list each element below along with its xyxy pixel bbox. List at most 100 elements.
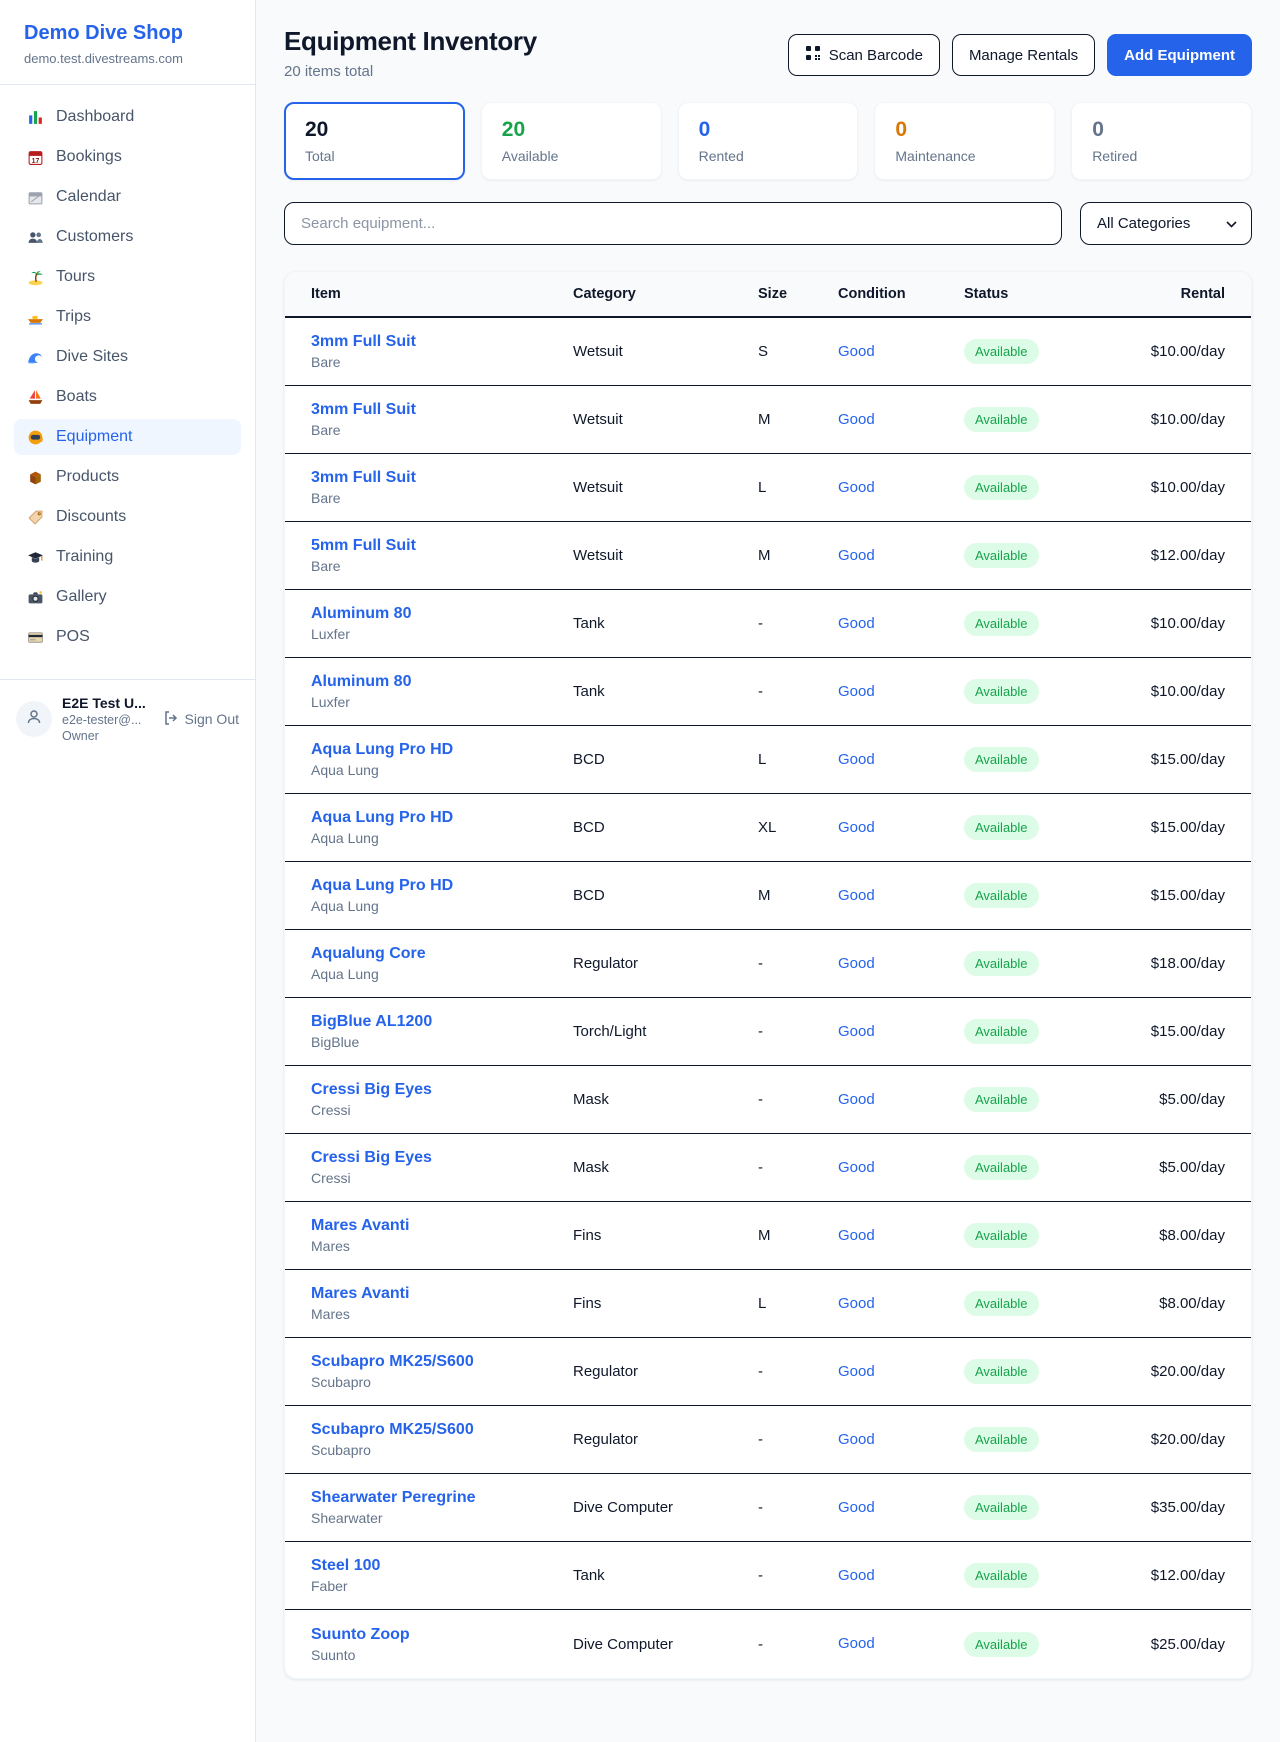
item-name-link[interactable]: 3mm Full Suit <box>311 469 416 486</box>
sidebar-item-dive-sites[interactable]: Dive Sites <box>14 339 241 375</box>
item-name-link[interactable]: Suunto Zoop <box>311 1625 410 1643</box>
condition-link[interactable]: Good <box>838 1090 875 1108</box>
item-size: XL <box>758 819 777 836</box>
condition-link[interactable]: Good <box>838 1022 875 1040</box>
sidebar-item-calendar[interactable]: Calendar <box>14 179 241 215</box>
item-name-link[interactable]: Shearwater Peregrine <box>311 1489 476 1506</box>
sign-out-label[interactable]: Sign Out <box>184 711 239 728</box>
sidebar-item-discounts[interactable]: Discounts <box>14 499 241 535</box>
page-heading: Equipment Inventory 20 items total <box>284 26 537 80</box>
item-name-link[interactable]: Cressi Big Eyes <box>311 1149 432 1166</box>
sidebar-item-trips[interactable]: Trips <box>14 299 241 335</box>
condition-link[interactable]: Good <box>838 478 875 496</box>
add-equipment-label: Add Equipment <box>1124 46 1235 64</box>
status-badge: Available <box>964 1019 1039 1044</box>
item-name-link[interactable]: 5mm Full Suit <box>311 537 416 554</box>
status-badge: Available <box>964 339 1039 364</box>
item-brand: Bare <box>311 558 341 574</box>
category-select[interactable]: All Categories <box>1080 202 1252 245</box>
item-category: Wetsuit <box>573 343 623 360</box>
item-category: Tank <box>573 683 605 700</box>
sign-out-button[interactable]: Sign Out <box>163 710 239 729</box>
item-name-link[interactable]: Aqualung Core <box>311 945 426 962</box>
item-cell: Aqua Lung Pro HD Aqua Lung <box>311 809 573 846</box>
header-actions: Scan Barcode Manage Rentals Add Equipmen… <box>787 26 1252 76</box>
item-name-link[interactable]: Scubapro MK25/S600 <box>311 1353 474 1370</box>
item-brand: Aqua Lung <box>311 830 379 846</box>
item-name-link[interactable]: Scubapro MK25/S600 <box>311 1421 474 1438</box>
condition-link[interactable]: Good <box>838 1430 875 1448</box>
table-row: Aqualung Core Aqua Lung Regulator - Good… <box>285 930 1251 998</box>
sidebar-item-gallery[interactable]: Gallery <box>14 579 241 615</box>
category-select-value: All Categories <box>1097 215 1191 232</box>
condition-link[interactable]: Good <box>838 750 875 768</box>
search-input[interactable] <box>284 202 1062 245</box>
item-name-link[interactable]: Aqua Lung Pro HD <box>311 741 454 758</box>
item-name-link[interactable]: Steel 100 <box>311 1557 381 1574</box>
scan-barcode-label: Scan Barcode <box>828 46 923 64</box>
item-name-link[interactable]: Aluminum 80 <box>311 605 412 622</box>
item-brand: Bare <box>311 354 341 370</box>
sign-out-icon <box>163 710 179 729</box>
table-header-row: Item Category Size Condition Status Rent… <box>285 272 1251 318</box>
item-cell: Cressi Big Eyes Cressi <box>311 1149 573 1186</box>
table-row: Mares Avanti Mares Fins M Good Available… <box>285 1202 1251 1270</box>
sidebar-item-bookings[interactable]: 17 Bookings <box>14 139 241 175</box>
condition-link[interactable]: Good <box>838 1362 875 1380</box>
condition-link[interactable]: Good <box>838 1158 875 1176</box>
item-rental-rate: $12.00/day <box>1150 547 1225 564</box>
table-row: Shearwater Peregrine Shearwater Dive Com… <box>285 1474 1251 1542</box>
chevron-down-icon <box>1226 215 1237 232</box>
condition-link[interactable]: Good <box>838 1498 875 1516</box>
condition-link[interactable]: Good <box>838 818 875 836</box>
condition-link[interactable]: Good <box>838 954 875 972</box>
item-name-link[interactable]: 3mm Full Suit <box>311 333 416 350</box>
item-category: Fins <box>573 1295 602 1312</box>
sidebar-item-equipment[interactable]: Equipment <box>14 419 241 455</box>
filters-row: All Categories <box>284 202 1252 245</box>
item-name-link[interactable]: BigBlue AL1200 <box>311 1013 433 1030</box>
sidebar-item-customers[interactable]: Customers <box>14 219 241 255</box>
condition-link[interactable]: Good <box>838 682 875 700</box>
condition-link[interactable]: Good <box>838 1566 875 1584</box>
item-size: - <box>758 683 763 700</box>
stat-card-rented[interactable]: 0 Rented <box>677 102 859 180</box>
manage-rentals-button[interactable]: Manage Rentals <box>951 34 1096 76</box>
sidebar-item-training[interactable]: Training <box>14 539 241 575</box>
stat-card-total[interactable]: 20 Total <box>284 102 465 180</box>
sidebar-item-pos[interactable]: POS <box>14 619 241 655</box>
condition-link[interactable]: Good <box>838 342 875 360</box>
item-name-link[interactable]: Mares Avanti <box>311 1285 410 1302</box>
condition-link[interactable]: Good <box>838 614 875 632</box>
stat-card-maintenance[interactable]: 0 Maintenance <box>874 102 1056 180</box>
condition-link[interactable]: Good <box>838 886 875 904</box>
condition-link[interactable]: Good <box>838 1226 875 1244</box>
condition-link[interactable]: Good <box>838 410 875 428</box>
condition-link[interactable]: Good <box>838 1635 875 1652</box>
sidebar-item-dashboard[interactable]: Dashboard <box>14 99 241 135</box>
table-row: Aqua Lung Pro HD Aqua Lung BCD M Good Av… <box>285 862 1251 930</box>
item-name-link[interactable]: Aluminum 80 <box>311 673 412 690</box>
condition-link[interactable]: Good <box>838 546 875 564</box>
condition-link[interactable]: Good <box>838 1294 875 1312</box>
sidebar-item-products[interactable]: Products <box>14 459 241 495</box>
stat-value: 0 <box>698 118 711 141</box>
item-category: Wetsuit <box>573 411 623 428</box>
item-category: BCD <box>573 751 605 768</box>
add-equipment-button[interactable]: Add Equipment <box>1107 34 1252 76</box>
sidebar-item-label: Equipment <box>56 428 133 445</box>
item-rental-rate: $10.00/day <box>1150 343 1225 360</box>
sidebar-item-label: POS <box>56 628 90 645</box>
item-name-link[interactable]: Mares Avanti <box>311 1217 410 1234</box>
sidebar-item-tours[interactable]: Tours <box>14 259 241 295</box>
item-name-link[interactable]: Cressi Big Eyes <box>311 1081 432 1098</box>
item-name-link[interactable]: Aqua Lung Pro HD <box>311 809 454 826</box>
item-brand: Scubapro <box>311 1442 371 1458</box>
table-row: Suunto Zoop Suunto Dive Computer - Good … <box>285 1610 1251 1678</box>
item-name-link[interactable]: 3mm Full Suit <box>311 401 416 418</box>
stat-card-retired[interactable]: 0 Retired <box>1071 102 1252 180</box>
stat-card-available[interactable]: 20 Available <box>480 102 662 180</box>
sidebar-item-boats[interactable]: Boats <box>14 379 241 415</box>
scan-barcode-button[interactable]: Scan Barcode <box>787 34 940 76</box>
item-name-link[interactable]: Aqua Lung Pro HD <box>311 877 454 894</box>
